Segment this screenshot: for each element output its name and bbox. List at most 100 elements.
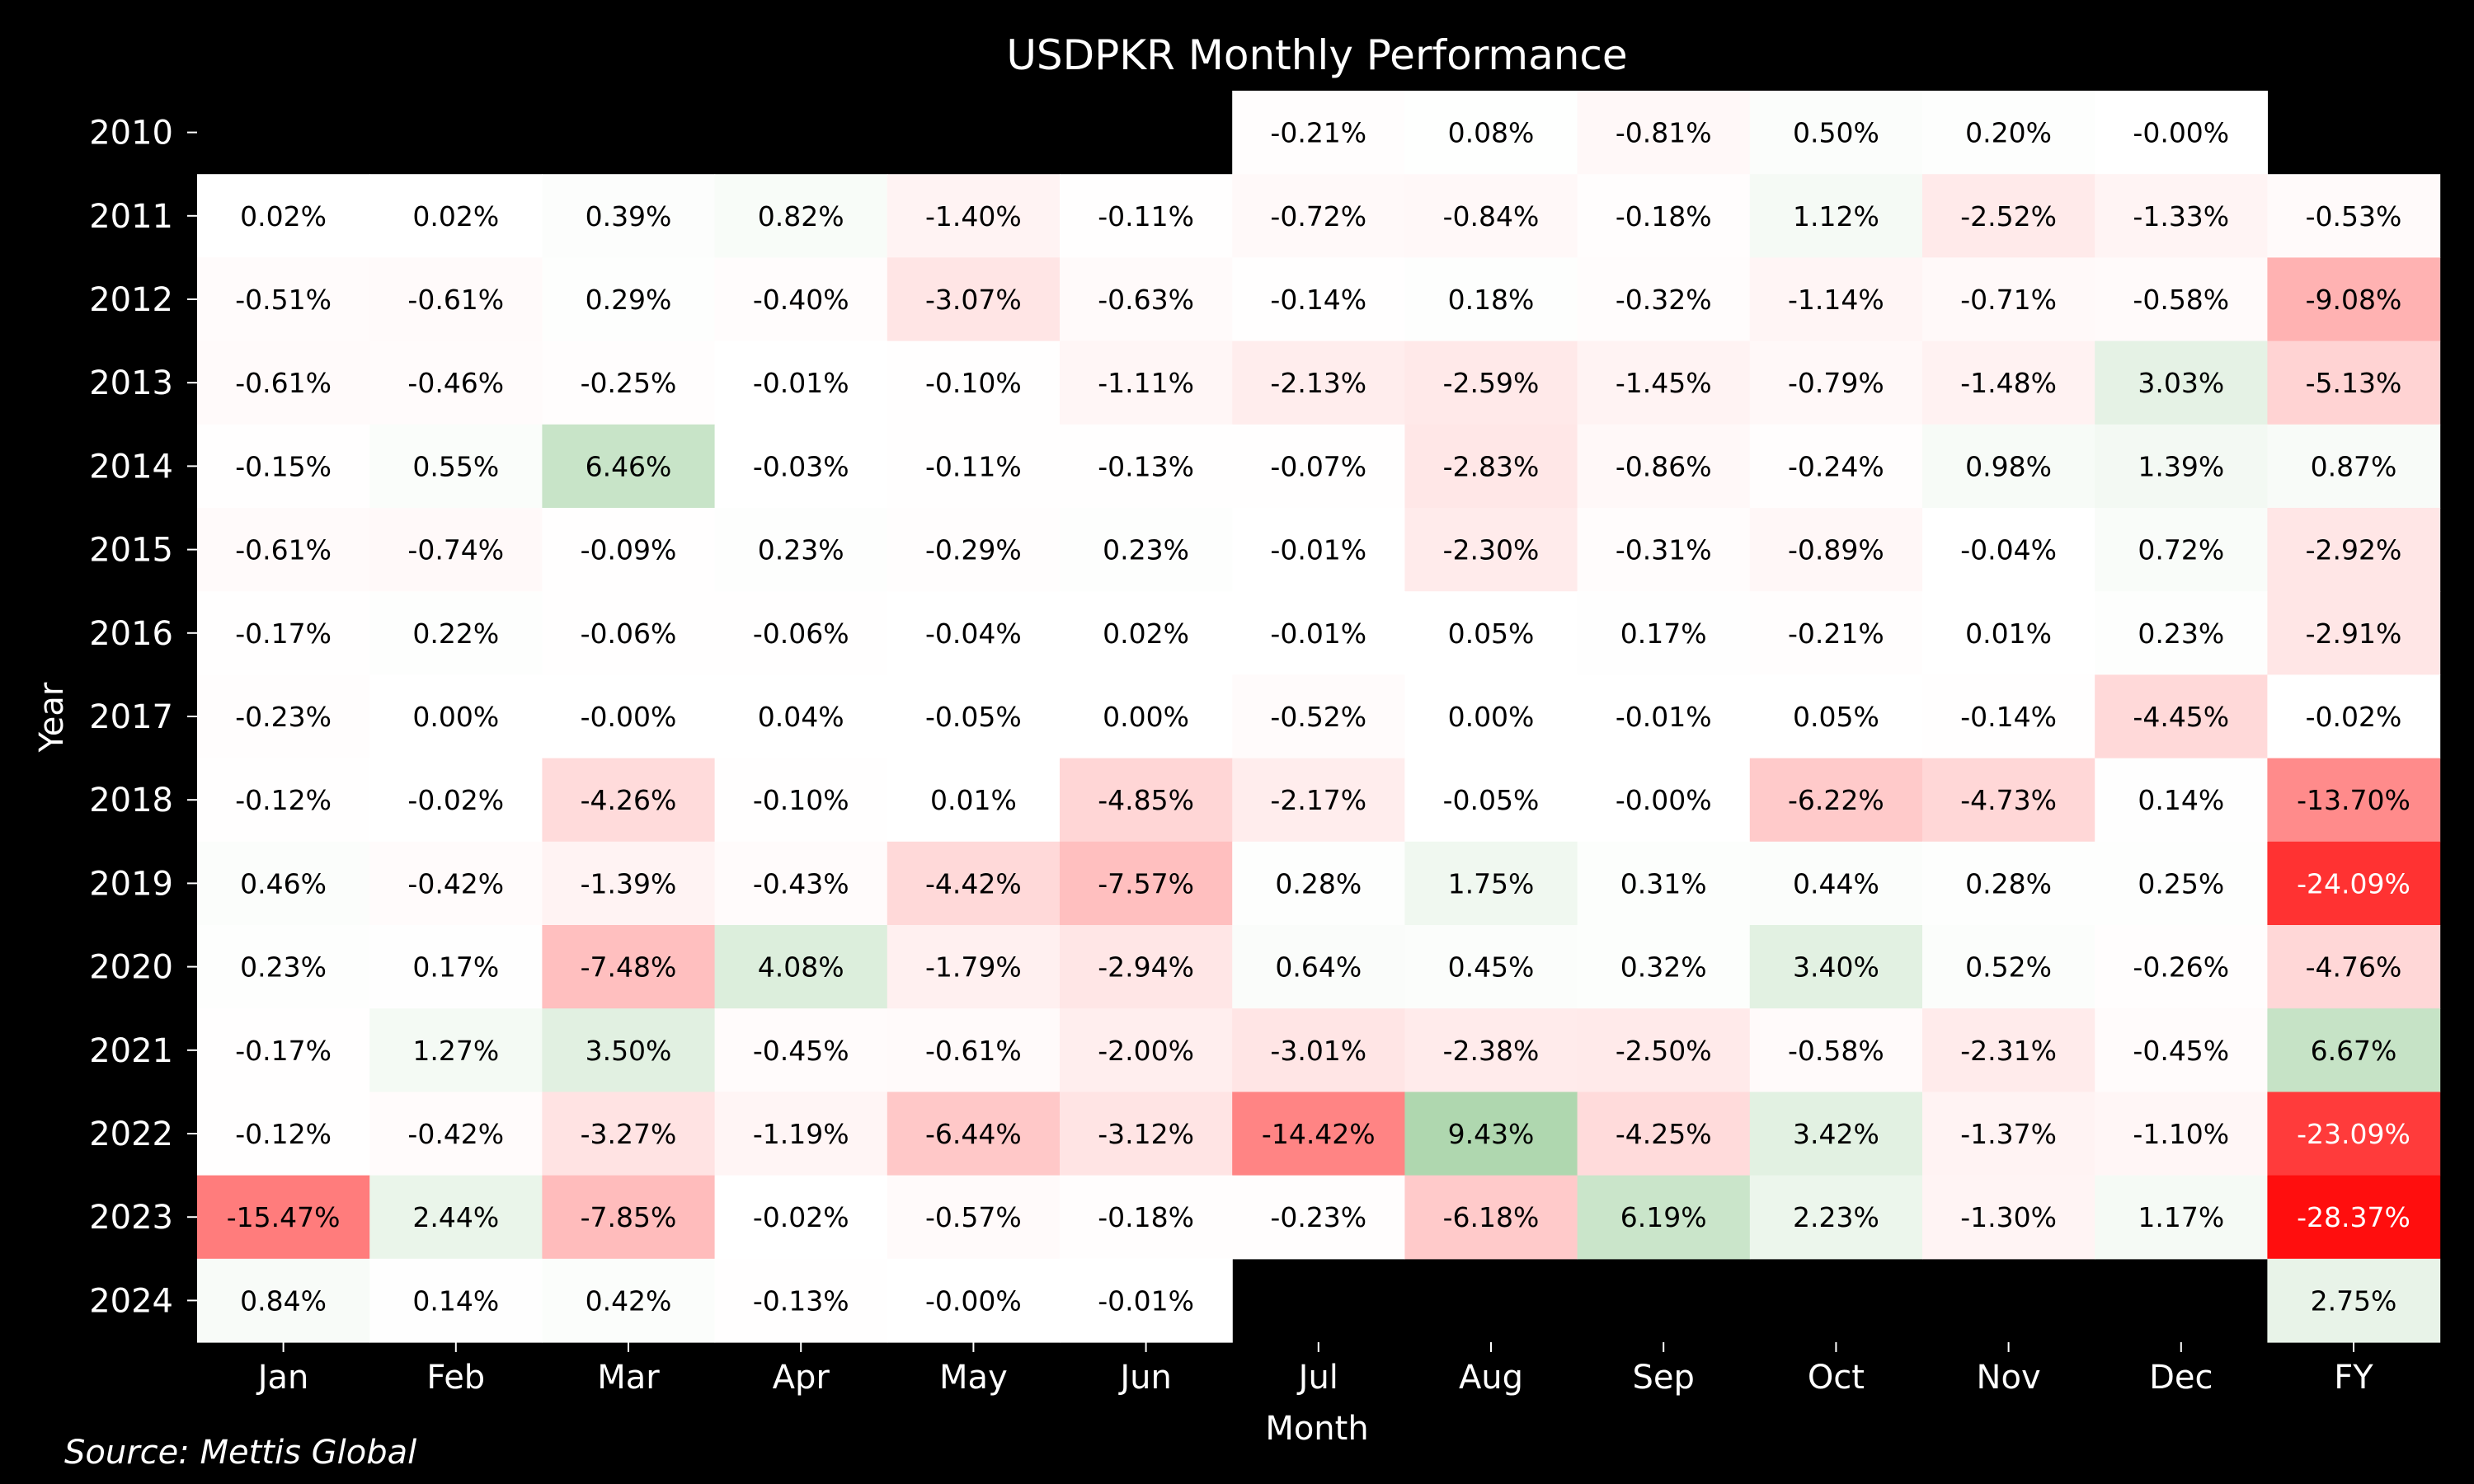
cell-label-2022-nov: -1.37% (1960, 1118, 2057, 1150)
cell-label-2014-aug: -2.83% (1443, 450, 1540, 482)
heatmap-cell-2021-apr (714, 1008, 888, 1092)
heatmap-cell-2014-jun (1060, 424, 1233, 509)
cell-label-2019-oct: 0.44% (1793, 867, 1879, 899)
cell-label-2020-feb: 0.17% (412, 951, 499, 984)
heatmap-cell-2021-mar (542, 1008, 716, 1092)
cell-label-2020-may: -1.79% (925, 951, 1022, 984)
heatmap-cell-2014-apr (714, 424, 888, 509)
heatmap-cell-2014-aug (1404, 424, 1578, 509)
cell-label-2012-dec: -0.58% (2133, 284, 2229, 316)
heatmap-cell-2019-jun (1060, 841, 1233, 926)
heatmap-cell-2018-apr (714, 758, 888, 843)
heatmap-cell-2022-apr (714, 1092, 888, 1176)
cell-label-2012-mar: 0.29% (586, 284, 672, 316)
cell-label-2024-mar: 0.42% (586, 1284, 672, 1317)
heatmap-cell-2020-jun (1060, 925, 1233, 1009)
heatmap-cell-2018-sep (1577, 758, 1751, 843)
cell-label-2018-mar: -4.26% (581, 784, 677, 816)
cell-label-2016-jan: -0.17% (235, 618, 332, 650)
cell-label-2024-feb: 0.14% (412, 1284, 499, 1317)
heatmap-cell-2018-mar (542, 758, 716, 843)
cell-label-2020-aug: 0.45% (1448, 951, 1535, 984)
cell-label-2023-jul: -0.23% (1270, 1201, 1366, 1233)
cell-label-2019-nov: 0.28% (1965, 867, 2052, 899)
cell-label-2011-feb: 0.02% (412, 200, 499, 232)
cell-label-2013-sep: -1.45% (1616, 367, 1712, 399)
heatmap-cell-2011-fy (2267, 174, 2441, 258)
heatmap-cell-2021-oct (1749, 1008, 1923, 1092)
heatmap-cell-2020-fy (2267, 925, 2441, 1009)
heatmap-cell-2023-sep (1577, 1175, 1751, 1260)
heatmap-cell-2022-jan (197, 1092, 370, 1176)
cell-label-2014-jun: -0.13% (1098, 450, 1194, 482)
x-tick-label-oct: Oct (1808, 1359, 1865, 1397)
heatmap-cell-2020-jan (197, 925, 370, 1009)
heatmap-cell-2013-fy (2267, 340, 2441, 425)
cell-label-2018-nov: -4.73% (1960, 784, 2057, 816)
cell-label-2024-jun: -0.01% (1098, 1284, 1194, 1317)
heatmap-cell-2022-mar (542, 1092, 716, 1176)
cell-label-2020-jun: -2.94% (1098, 951, 1194, 984)
heatmap-cell-2017-feb (369, 674, 543, 759)
cell-label-2017-mar: -0.00% (581, 701, 677, 733)
heatmap-cell-2019-jan (197, 841, 370, 926)
heatmap-cell-2011-may (887, 174, 1061, 258)
y-tick-label-2023: 2023 (89, 1199, 173, 1237)
heatmap-cell-2013-jun (1060, 340, 1233, 425)
heatmap-cell-2010-oct (1749, 91, 1923, 175)
cell-label-2020-oct: 3.40% (1793, 951, 1879, 984)
heatmap-cell-2012-jun (1060, 257, 1233, 342)
heatmap-cell-2013-may (887, 340, 1061, 425)
y-tick-label-2017: 2017 (89, 698, 173, 736)
heatmap-cell-2024-jan (197, 1258, 370, 1343)
chart-title: USDPKR Monthly Performance (1006, 31, 1627, 79)
cell-label-2022-dec: -1.10% (2133, 1118, 2229, 1150)
heatmap-cell-2019-nov (1922, 841, 2095, 926)
cell-label-2017-nov: -0.14% (1960, 701, 2057, 733)
cell-label-2015-jan: -0.61% (235, 534, 332, 566)
cell-label-2012-feb: -0.61% (407, 284, 504, 316)
cell-label-2020-nov: 0.52% (1965, 951, 2052, 984)
x-tick-label-feb: Feb (426, 1359, 485, 1397)
heatmap-cell-2012-mar (542, 257, 716, 342)
cell-label-2020-jan: 0.23% (240, 951, 327, 984)
heatmap-cell-2016-feb (369, 591, 543, 675)
heatmap-cell-2023-jan (197, 1175, 370, 1260)
cell-label-2017-dec: -4.45% (2133, 701, 2229, 733)
heatmap-cell-2022-feb (369, 1092, 543, 1176)
heatmap-cell-2017-fy (2267, 674, 2441, 759)
heatmap-cell-2016-apr (714, 591, 888, 675)
cell-label-2019-may: -4.42% (925, 867, 1022, 899)
heatmap-cell-2021-jul (1232, 1008, 1405, 1092)
cell-label-2018-jun: -4.85% (1098, 784, 1194, 816)
heatmap-cell-2022-dec (2095, 1092, 2268, 1176)
heatmap-cell-2013-feb (369, 340, 543, 425)
cell-label-2022-jun: -3.12% (1098, 1118, 1194, 1150)
heatmap-cell-2012-aug (1404, 257, 1578, 342)
cell-label-2022-fy: -23.09% (2297, 1118, 2411, 1150)
cell-label-2017-oct: 0.05% (1793, 701, 1879, 733)
heatmap-cell-2017-nov (1922, 674, 2095, 759)
cell-label-2010-aug: 0.08% (1448, 117, 1535, 149)
cell-label-2018-oct: -6.22% (1788, 784, 1884, 816)
heatmap-cell-2015-dec (2095, 508, 2268, 592)
cell-label-2010-sep: -0.81% (1616, 117, 1712, 149)
cell-label-2011-nov: -2.52% (1960, 200, 2057, 232)
cell-label-2020-fy: -4.76% (2306, 951, 2402, 984)
heatmap-cell-2012-dec (2095, 257, 2268, 342)
heatmap-cell-2016-sep (1577, 591, 1751, 675)
heatmap-cell-2015-mar (542, 508, 716, 592)
cell-label-2022-oct: 3.42% (1793, 1118, 1879, 1150)
heatmap-cells: -0.21% 0.08% -0.81% 0.50% 0.20% -0.00% 0.02% 0.… (197, 91, 2441, 1343)
cell-label-2017-jun: 0.00% (1103, 701, 1189, 733)
heatmap-cell-2023-nov (1922, 1175, 2095, 1260)
cell-label-2023-apr: -0.02% (753, 1201, 849, 1233)
heatmap-cell-2011-nov (1922, 174, 2095, 258)
heatmap-cell-2016-may (887, 591, 1061, 675)
heatmap-cell-2017-mar (542, 674, 716, 759)
cell-label-2018-jan: -0.12% (235, 784, 332, 816)
heatmap-cell-2015-nov (1922, 508, 2095, 592)
heatmap-cell-2016-nov (1922, 591, 2095, 675)
heatmap-cell-2020-may (887, 925, 1061, 1009)
